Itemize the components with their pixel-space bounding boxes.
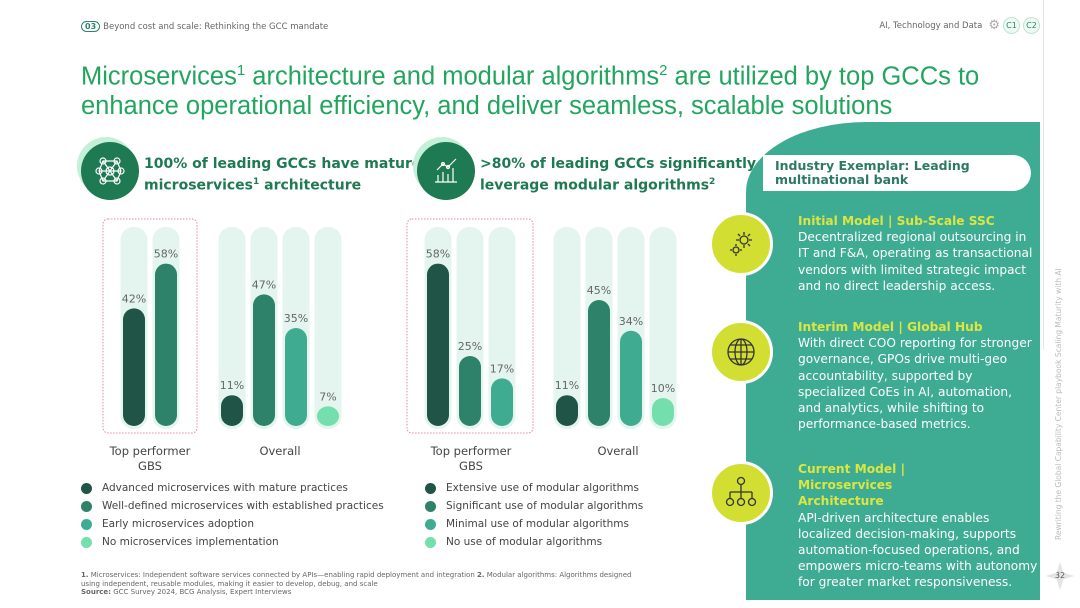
group-label: Overall: [597, 444, 639, 458]
bar-track: [488, 227, 516, 429]
group-label: Top performer GBS: [109, 444, 191, 473]
data-label: 11%: [555, 379, 579, 392]
bar-track: [218, 227, 246, 429]
legend-item: Well-defined microservices with establis…: [81, 497, 384, 515]
topic-header: AI, Technology and Data ⚙ C1 C2: [879, 17, 1040, 34]
data-label: 47%: [252, 278, 276, 291]
legend-item: Early microservices adoption: [81, 515, 384, 533]
bar: [317, 406, 339, 426]
bar: [427, 263, 449, 426]
bar: [155, 263, 177, 426]
bar-track: [282, 227, 310, 429]
highlight-box: [406, 218, 534, 434]
bar: [123, 308, 145, 426]
hierarchy-icon: [709, 461, 773, 525]
bar: [285, 328, 307, 426]
bar-track: [152, 227, 180, 429]
kpi-heading-modular: >80% of leading GCCs significantly levera…: [480, 156, 756, 194]
data-label: 10%: [651, 382, 675, 395]
bar-track: [314, 227, 342, 429]
exemplar-panel: [746, 122, 1040, 600]
legend-item: No microservices implementation: [81, 533, 384, 551]
bar: [491, 378, 513, 426]
bar-track: [553, 227, 581, 429]
divider: [1043, 0, 1044, 350]
bar: [253, 294, 275, 426]
bar: [620, 330, 642, 426]
bar: [652, 398, 674, 426]
exemplar-section-interim: Interim Model | Global Hub With direct CO…: [798, 320, 1032, 432]
brain-chip-icon: ⚙: [988, 18, 1000, 33]
data-label: 25%: [458, 340, 482, 353]
bar-track: [617, 227, 645, 429]
legend-item: Minimal use of modular algorithms: [425, 515, 643, 533]
bar: [459, 356, 481, 426]
bar-track: [424, 227, 452, 429]
page-number: 32: [1046, 562, 1074, 590]
bar: [221, 395, 243, 426]
kpi-heading-microservices: 100% of leading GCCs have mature microser…: [144, 156, 422, 194]
group-label: Overall: [259, 444, 301, 458]
legend-item: Advanced microservices with mature pract…: [81, 479, 384, 497]
section-breadcrumb: 03 Beyond cost and scale: Rethinking the …: [81, 21, 328, 32]
legend-microservices: Advanced microservices with mature pract…: [81, 479, 384, 551]
bar: [588, 300, 610, 426]
exemplar-section-current: Current Model | Microservices Architectu…: [798, 462, 1038, 590]
section-number-badge: 03: [81, 21, 101, 32]
data-label: 35%: [284, 312, 308, 325]
data-label: 45%: [587, 284, 611, 297]
bar: [556, 395, 578, 426]
bar-track: [250, 227, 278, 429]
bar-track: [456, 227, 484, 429]
page-title: Microservices1 architecture and modular …: [81, 62, 980, 120]
legend-item: No use of modular algorithms: [425, 533, 643, 551]
bar-track: [649, 227, 677, 429]
data-label: 42%: [122, 292, 146, 305]
data-label: 7%: [319, 390, 336, 403]
data-label: 58%: [154, 248, 178, 261]
chart-growth-icon: [417, 142, 475, 200]
footnotes: 1. Microservices: Independent software s…: [81, 571, 632, 596]
exemplar-section-initial: Initial Model | Sub-Scale SSC Decentraliz…: [798, 214, 1033, 293]
bar-track: [120, 227, 148, 429]
data-label: 34%: [619, 315, 643, 328]
document-side-title: Rewriting the Global Capability Center p…: [1054, 268, 1063, 540]
gears-icon: [709, 212, 773, 276]
group-label: Top performer GBS: [430, 444, 512, 473]
highlight-box: [102, 218, 198, 434]
legend-item: Extensive use of modular algorithms: [425, 479, 643, 497]
globe-icon: [709, 320, 773, 384]
chip-c2[interactable]: C2: [1023, 17, 1040, 34]
network-icon: [81, 142, 139, 200]
bar-track: [585, 227, 613, 429]
exemplar-header: Industry Exemplar: Leading multinational…: [763, 155, 1031, 191]
data-label: 11%: [220, 379, 244, 392]
data-label: 58%: [426, 248, 450, 261]
legend-modular: Extensive use of modular algorithms Sign…: [425, 479, 643, 551]
section-title: Beyond cost and scale: Rethinking the GC…: [103, 22, 329, 32]
topic-label: AI, Technology and Data: [879, 20, 983, 31]
chip-c1[interactable]: C1: [1003, 17, 1020, 34]
legend-item: Significant use of modular algorithms: [425, 497, 643, 515]
data-label: 17%: [490, 362, 514, 375]
